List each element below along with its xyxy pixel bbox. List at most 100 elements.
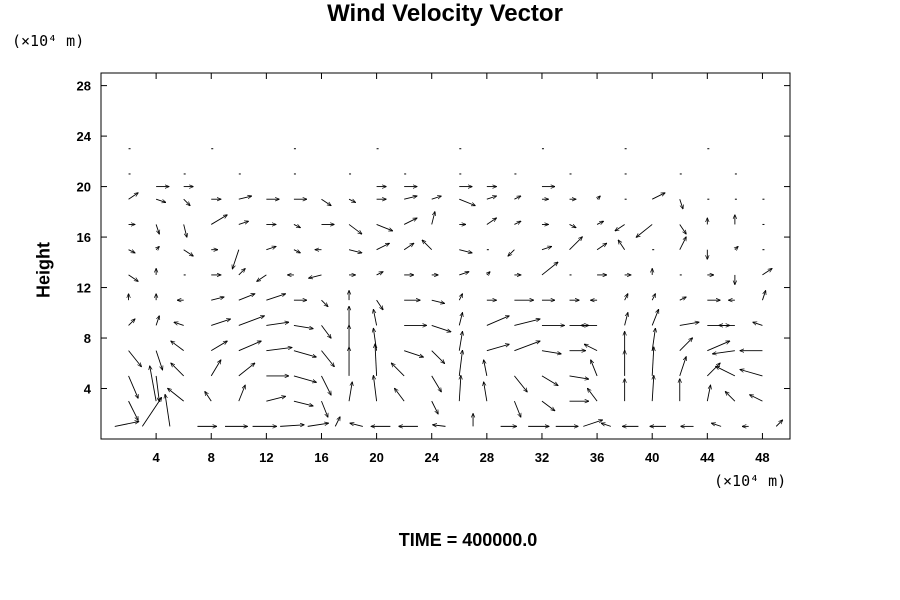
vector-field — [114, 148, 783, 427]
wind-vector — [587, 388, 598, 402]
wind-vector — [266, 347, 292, 352]
wind-vector — [652, 347, 654, 376]
wind-vector — [679, 338, 693, 351]
wind-vector — [458, 350, 462, 376]
y-tick-label: 28 — [77, 79, 91, 94]
wind-vector — [211, 319, 230, 326]
wind-vector — [183, 198, 190, 205]
y-tick-label: 12 — [77, 281, 91, 296]
wind-vector — [376, 243, 390, 251]
wind-vector — [679, 322, 699, 326]
wind-vector — [205, 392, 212, 402]
wind-vector — [431, 350, 445, 364]
wind-vector — [280, 425, 304, 427]
wind-vector — [652, 294, 655, 301]
wind-vector — [735, 246, 738, 249]
wind-vector — [514, 341, 540, 352]
wind-vector — [404, 350, 423, 357]
plot-frame — [100, 72, 791, 440]
wind-vector — [155, 375, 159, 402]
wind-vector — [171, 363, 184, 377]
x-tick-label: 36 — [590, 450, 604, 465]
wind-vector — [601, 423, 612, 427]
wind-vector — [484, 382, 488, 402]
x-tick-label: 16 — [314, 450, 328, 465]
y-tick-label: 20 — [77, 180, 91, 195]
x-tick-label: 40 — [645, 450, 659, 465]
wind-vector — [141, 398, 161, 427]
wind-vector — [307, 423, 329, 427]
wind-vector — [155, 316, 159, 326]
x-tick-label: 48 — [755, 450, 769, 465]
wind-vector — [431, 299, 445, 303]
x-tick-label: 8 — [208, 450, 215, 465]
wind-vector — [395, 388, 405, 402]
wind-vector — [514, 196, 520, 199]
wind-vector — [541, 262, 558, 276]
wind-vector — [569, 375, 589, 379]
wind-vector — [712, 350, 735, 354]
wind-vector — [541, 375, 558, 386]
wind-vector — [348, 224, 362, 234]
time-annotation: TIME = 400000.0 — [398, 530, 538, 550]
wind-vector — [459, 294, 462, 301]
wind-vector — [183, 249, 194, 256]
wind-vector — [458, 313, 462, 326]
y-tick-label: 16 — [77, 230, 91, 245]
wind-vector — [128, 375, 139, 398]
wind-vector — [433, 425, 446, 427]
wind-vector — [238, 221, 249, 225]
wind-vector — [266, 246, 276, 251]
wind-vector — [128, 400, 139, 420]
wind-vector — [128, 350, 142, 367]
wind-vector — [150, 366, 157, 402]
wind-vector — [155, 198, 166, 202]
x-tick-label: 24 — [424, 450, 439, 465]
wind-vector — [183, 224, 187, 237]
wind-vector — [753, 322, 763, 326]
wind-vector — [584, 344, 598, 352]
wind-vector — [403, 243, 414, 251]
wind-vector — [391, 363, 405, 377]
wind-vector — [266, 322, 288, 326]
wind-vector — [486, 316, 509, 326]
wind-vector — [615, 224, 625, 230]
wind-vector — [597, 196, 600, 199]
wind-vector — [128, 274, 139, 281]
wind-vector — [155, 350, 162, 370]
x-tick-label: 28 — [480, 450, 494, 465]
wind-vector — [487, 272, 490, 275]
wind-vector — [168, 388, 184, 402]
wind-vector — [155, 224, 159, 234]
wind-vector — [569, 224, 576, 227]
wind-vector — [459, 249, 472, 253]
wind-vector — [114, 422, 139, 427]
x-tick-label: 4 — [153, 450, 161, 465]
wind-vector — [652, 376, 654, 402]
wind-vector — [128, 319, 135, 326]
wind-vector — [596, 221, 603, 224]
wind-vector — [514, 375, 527, 392]
wind-vector — [596, 243, 607, 251]
wind-vector — [211, 297, 224, 301]
wind-vector — [211, 341, 227, 352]
wind-vector — [541, 400, 555, 411]
wind-vector — [750, 395, 763, 402]
wind-vector — [625, 294, 628, 301]
wind-vector — [238, 341, 261, 352]
x-tick-label: 32 — [535, 450, 549, 465]
wind-vector — [651, 328, 655, 351]
wind-vector — [165, 394, 171, 427]
wind-vector — [156, 246, 159, 249]
wind-vector — [373, 309, 378, 326]
wind-vector — [707, 341, 729, 352]
wind-vector — [321, 350, 334, 367]
wind-vector — [583, 420, 602, 427]
wind-vector — [591, 360, 598, 377]
wind-vector — [706, 385, 710, 402]
wind-vector — [238, 363, 255, 377]
wind-vector — [403, 218, 417, 225]
chart-title: Wind Velocity Vector — [327, 0, 563, 27]
wind-vector — [514, 221, 520, 224]
wind-vector — [375, 344, 377, 376]
